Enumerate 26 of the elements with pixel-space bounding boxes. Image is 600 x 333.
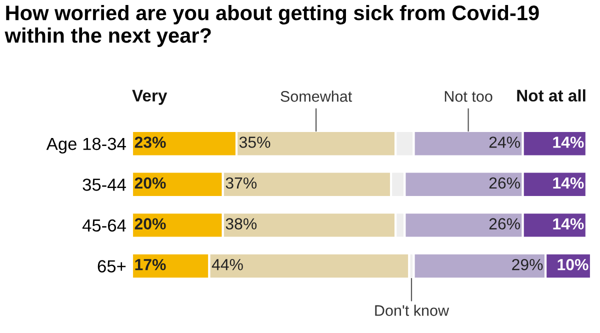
- y-tick-label: 35-44: [82, 178, 126, 191]
- data-label: 44%: [212, 259, 243, 270]
- data-label: 35%: [239, 136, 270, 148]
- data-label: 14%: [553, 177, 584, 189]
- data-label: 29%: [512, 258, 543, 270]
- data-label: 26%: [489, 218, 520, 230]
- data-label: 24%: [489, 136, 520, 148]
- data-label: 14%: [553, 218, 584, 230]
- data-label: 20%: [134, 177, 166, 189]
- y-tick-label: 45-64: [82, 219, 126, 232]
- y-tick-label: Age 18-34: [46, 138, 126, 154]
- series-label: Not at all: [517, 89, 586, 102]
- series-label: Somewhat: [280, 90, 352, 102]
- data-label: 14%: [553, 136, 584, 148]
- data-label: 17%: [135, 259, 166, 270]
- y-tick-label: 65+: [98, 260, 126, 272]
- data-label: 38%: [226, 218, 257, 230]
- data-label: 26%: [489, 177, 520, 189]
- data-label: 20%: [134, 218, 166, 230]
- data-label: 37%: [226, 177, 257, 189]
- series-label: Not too: [444, 91, 492, 102]
- series-label: Very: [132, 90, 168, 105]
- chart-title: How worried are you about getting sick from Covid-19 within the next year?: [4, 4, 539, 47]
- text: Don't know: [375, 304, 450, 316]
- data-label: 10%: [558, 258, 588, 270]
- data-label: 23%: [134, 136, 166, 148]
